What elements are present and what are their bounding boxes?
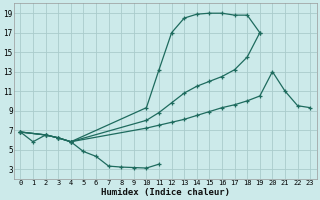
X-axis label: Humidex (Indice chaleur): Humidex (Indice chaleur)	[101, 188, 230, 197]
